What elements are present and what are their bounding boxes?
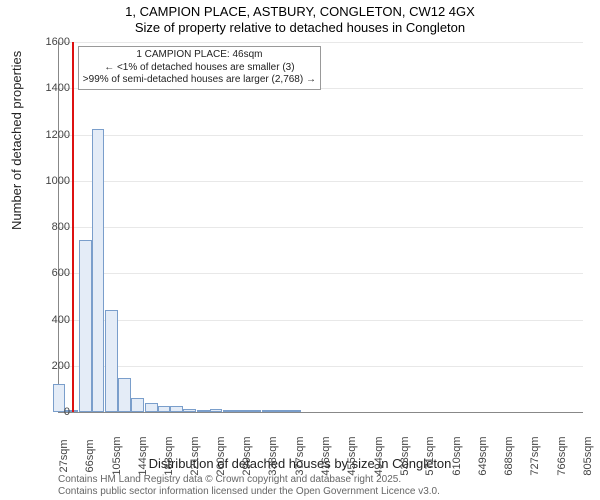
x-tick-label: 533sqm bbox=[399, 436, 411, 475]
property-marker-line bbox=[72, 42, 74, 412]
annotation-line: ← <1% of detached houses are smaller (3) bbox=[83, 62, 316, 75]
x-tick-label: 338sqm bbox=[267, 436, 279, 475]
y-tick-label: 1000 bbox=[30, 175, 70, 187]
gridline bbox=[59, 42, 583, 43]
x-tick-label: 299sqm bbox=[241, 436, 253, 475]
histogram-bar bbox=[236, 410, 249, 412]
annotation-line: 1 CAMPION PLACE: 46sqm bbox=[83, 49, 316, 62]
x-tick-label: 416sqm bbox=[320, 436, 332, 475]
histogram-bar bbox=[170, 406, 183, 412]
histogram-bar bbox=[145, 403, 158, 412]
gridline bbox=[59, 181, 583, 182]
y-tick-label: 600 bbox=[30, 267, 70, 279]
y-tick-label: 0 bbox=[30, 406, 70, 418]
x-tick-label: 27sqm bbox=[58, 439, 70, 472]
x-tick-label: 66sqm bbox=[84, 439, 96, 472]
histogram-bar bbox=[158, 406, 171, 412]
footer-line1: Contains HM Land Registry data © Crown c… bbox=[58, 474, 440, 486]
histogram-bar bbox=[131, 398, 144, 412]
y-tick-label: 200 bbox=[30, 360, 70, 372]
histogram-bar bbox=[197, 410, 210, 412]
chart-title-block: 1, CAMPION PLACE, ASTBURY, CONGLETON, CW… bbox=[0, 0, 600, 35]
y-tick-label: 400 bbox=[30, 314, 70, 326]
x-tick-label: 571sqm bbox=[424, 436, 436, 475]
gridline bbox=[59, 227, 583, 228]
histogram-bar bbox=[249, 410, 262, 412]
x-tick-label: 494sqm bbox=[373, 436, 385, 475]
x-tick-label: 105sqm bbox=[111, 436, 123, 475]
property-annotation: 1 CAMPION PLACE: 46sqm← <1% of detached … bbox=[78, 46, 321, 90]
x-tick-label: 610sqm bbox=[451, 436, 463, 475]
histogram-bar bbox=[92, 129, 105, 412]
y-axis-label: Number of detached properties bbox=[9, 51, 24, 230]
y-tick-label: 1200 bbox=[30, 129, 70, 141]
footer-line2: Contains public sector information licen… bbox=[58, 486, 440, 498]
gridline bbox=[59, 135, 583, 136]
chart-title-line2: Size of property relative to detached ho… bbox=[0, 20, 600, 36]
plot-area: 1 CAMPION PLACE: 46sqm← <1% of detached … bbox=[58, 42, 583, 413]
chart-title-line1: 1, CAMPION PLACE, ASTBURY, CONGLETON, CW… bbox=[0, 4, 600, 20]
gridline bbox=[59, 320, 583, 321]
y-tick-label: 1600 bbox=[30, 36, 70, 48]
histogram-bar bbox=[262, 410, 275, 412]
x-tick-label: 649sqm bbox=[477, 436, 489, 475]
histogram-bar bbox=[210, 409, 223, 412]
annotation-line: >99% of semi-detached houses are larger … bbox=[83, 74, 316, 87]
x-tick-label: 377sqm bbox=[294, 436, 306, 475]
y-tick-label: 1400 bbox=[30, 82, 70, 94]
footer-attribution: Contains HM Land Registry data © Crown c… bbox=[58, 474, 440, 497]
histogram-bar bbox=[288, 410, 301, 412]
x-tick-label: 766sqm bbox=[556, 436, 568, 475]
histogram-bar bbox=[105, 310, 118, 412]
x-tick-label: 260sqm bbox=[215, 436, 227, 475]
x-tick-label: 221sqm bbox=[189, 436, 201, 475]
x-tick-label: 805sqm bbox=[582, 436, 594, 475]
y-tick-label: 800 bbox=[30, 221, 70, 233]
x-tick-label: 144sqm bbox=[137, 436, 149, 475]
histogram-bar bbox=[79, 240, 92, 412]
x-tick-label: 688sqm bbox=[503, 436, 515, 475]
x-tick-label: 183sqm bbox=[163, 436, 175, 475]
gridline bbox=[59, 366, 583, 367]
x-tick-label: 455sqm bbox=[346, 436, 358, 475]
histogram-bar bbox=[223, 410, 236, 412]
histogram-bar bbox=[275, 410, 288, 412]
gridline bbox=[59, 273, 583, 274]
x-tick-label: 727sqm bbox=[529, 436, 541, 475]
histogram-bar bbox=[183, 409, 196, 412]
histogram-bar bbox=[118, 378, 131, 412]
